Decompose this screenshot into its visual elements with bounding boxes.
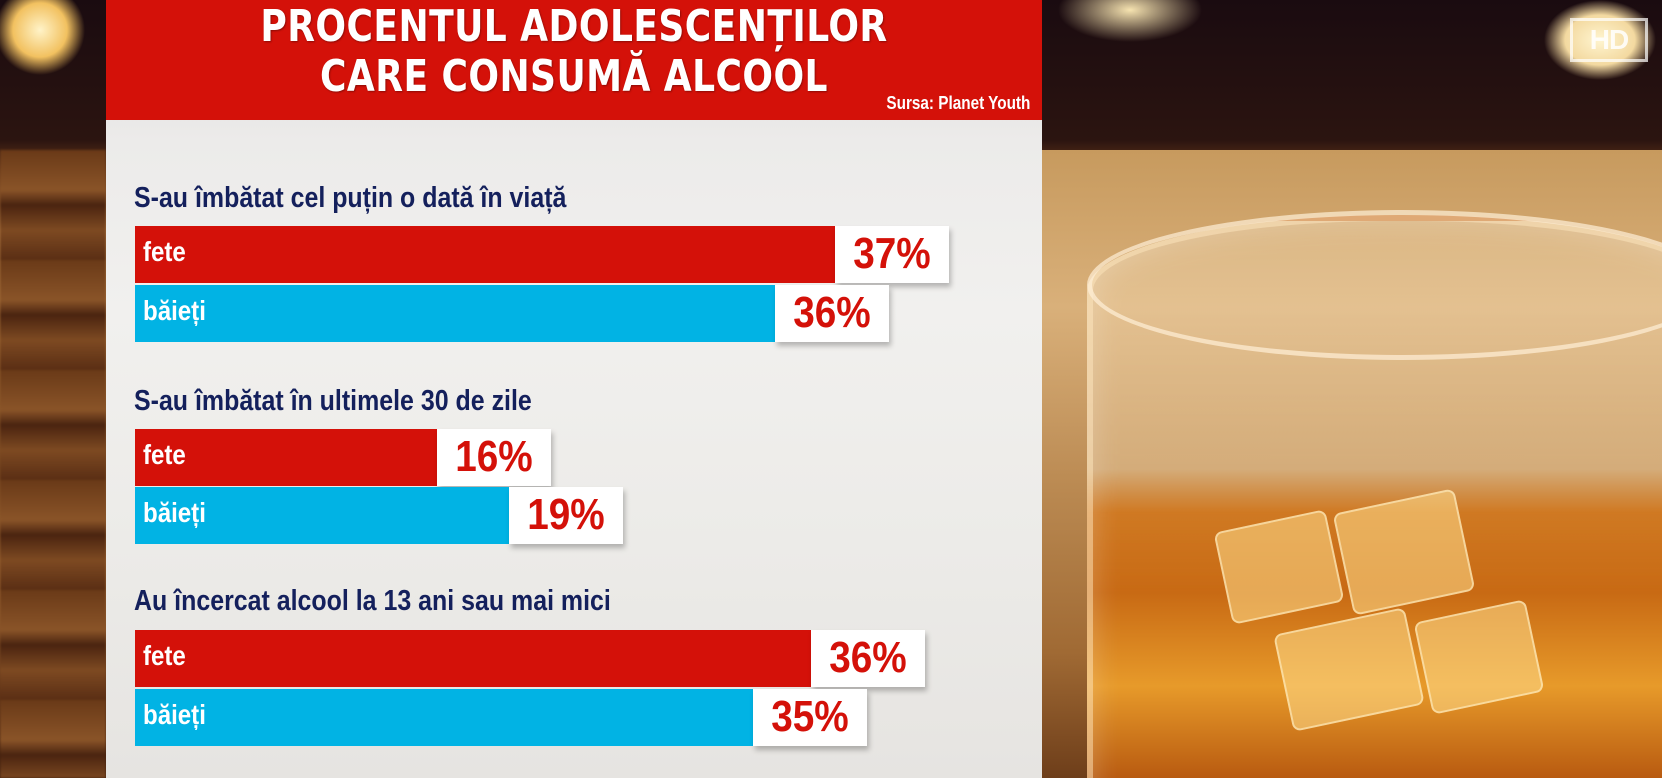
chart-title: PROCENTUL ADOLESCENȚILOR CARE CONSUMĂ AL…: [190, 2, 958, 102]
bar-value: 37%: [853, 229, 931, 278]
bar-baieti: băieți: [135, 689, 753, 746]
value-box: 36%: [811, 630, 925, 687]
whiskey-glass-photo: [1042, 0, 1662, 778]
bar-baieti: băieți: [135, 487, 509, 544]
bar-label: fete: [143, 640, 186, 671]
bar-label: băieți: [143, 699, 206, 730]
section-title-1: S-au îmbătat cel puțin o dată în viață: [134, 182, 567, 214]
bar-value: 19%: [527, 490, 605, 539]
bar-label: băieți: [143, 497, 206, 528]
header-banner: PROCENTUL ADOLESCENȚILOR CARE CONSUMĂ AL…: [106, 0, 1042, 120]
hd-badge: HD: [1570, 18, 1648, 62]
value-box: 37%: [835, 226, 949, 283]
bar-fete: fete: [135, 630, 811, 687]
section-title-3: Au încercat alcool la 13 ani sau mai mic…: [134, 585, 611, 617]
bar-value: 36%: [793, 288, 871, 337]
bar-value: 36%: [829, 633, 907, 682]
bar-fete: fete: [135, 226, 835, 283]
bar-label: băieți: [143, 295, 206, 326]
bar-label: fete: [143, 236, 186, 267]
value-box: 16%: [437, 429, 551, 486]
background-wood: [0, 150, 106, 778]
section-title-2: S-au îmbătat în ultimele 30 de zile: [134, 385, 532, 417]
bar-value: 35%: [771, 692, 849, 741]
bar-value: 16%: [455, 432, 533, 481]
value-box: 35%: [753, 689, 867, 746]
bar-fete: fete: [135, 429, 437, 486]
infographic-panel: PROCENTUL ADOLESCENȚILOR CARE CONSUMĂ AL…: [106, 0, 1042, 778]
value-box: 36%: [775, 285, 889, 342]
bar-label: fete: [143, 439, 186, 470]
value-box: 19%: [509, 487, 623, 544]
bar-baieti: băieți: [135, 285, 775, 342]
glass-rim: [1087, 210, 1662, 360]
source-label: Sursa: Planet Youth: [886, 93, 1030, 113]
title-line-1: PROCENTUL ADOLESCENȚILOR: [260, 1, 888, 52]
title-line-2: CARE CONSUMĂ ALCOOL: [320, 51, 828, 102]
